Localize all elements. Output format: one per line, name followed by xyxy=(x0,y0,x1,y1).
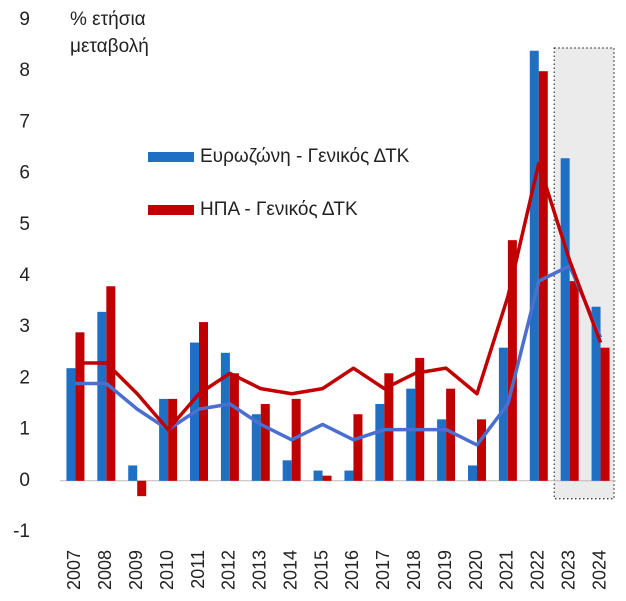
bar xyxy=(75,332,85,481)
bar xyxy=(591,306,601,481)
bar xyxy=(322,475,332,481)
x-tick-label: 2023 xyxy=(558,550,578,590)
bar xyxy=(384,373,394,481)
x-tick-label: 2021 xyxy=(497,550,517,590)
x-tick-label: 2020 xyxy=(466,550,486,590)
x-tick-label: 2017 xyxy=(373,550,393,590)
bar xyxy=(251,414,261,481)
bar xyxy=(260,404,270,481)
y-tick-label: 3 xyxy=(19,316,30,337)
bar xyxy=(498,347,508,481)
y-tick-label: 6 xyxy=(19,163,30,184)
legend-label: ΗΠΑ - Γενικός ΔΤΚ xyxy=(200,199,358,220)
bar xyxy=(446,388,456,481)
bar xyxy=(477,419,486,481)
line xyxy=(75,161,603,432)
bar xyxy=(128,465,138,481)
y-tick-label: 8 xyxy=(19,60,30,81)
x-tick-label: 2012 xyxy=(219,550,239,590)
bar xyxy=(560,158,570,481)
bar xyxy=(282,460,292,481)
bar xyxy=(375,404,385,481)
bar xyxy=(199,322,208,481)
x-tick-label: 2018 xyxy=(404,550,424,590)
y-tick-label: 2 xyxy=(19,367,30,388)
bar xyxy=(600,347,610,481)
bar xyxy=(406,388,416,481)
x-tick-label: 2013 xyxy=(250,550,270,590)
x-tick-label: 2024 xyxy=(589,550,609,590)
bar xyxy=(353,414,363,481)
bar xyxy=(97,311,107,481)
bar xyxy=(220,352,230,481)
bar xyxy=(291,398,301,481)
bar xyxy=(106,286,116,481)
bar xyxy=(529,50,539,481)
y-axis-label: % ετήσια xyxy=(70,9,146,30)
bar xyxy=(415,357,425,481)
bar xyxy=(468,465,477,481)
y-axis-label: μεταβολή xyxy=(70,36,149,57)
legend-label: Ευρωζώνη - Γενικός ΔΤΚ xyxy=(200,146,410,167)
bar xyxy=(507,240,517,481)
y-tick-label: 5 xyxy=(19,214,30,235)
y-tick-label: 0 xyxy=(19,470,30,491)
bar xyxy=(437,419,447,481)
line xyxy=(75,264,603,447)
bar xyxy=(168,398,178,481)
x-tick-label: 2008 xyxy=(95,550,115,590)
y-tick-label: -1 xyxy=(13,521,30,542)
bar xyxy=(229,373,239,481)
legend-swatch xyxy=(148,205,194,215)
bar xyxy=(538,71,548,481)
bar xyxy=(344,470,354,481)
x-tick-label: 2010 xyxy=(157,550,177,590)
legend-swatch xyxy=(148,152,194,162)
bar xyxy=(66,368,76,481)
x-tick-label: 2022 xyxy=(528,550,548,590)
x-tick-label: 2011 xyxy=(188,550,208,589)
x-tick-label: 2014 xyxy=(280,550,300,590)
y-tick-label: 4 xyxy=(19,265,30,286)
x-tick-label: 2009 xyxy=(126,550,146,590)
bar xyxy=(313,470,323,481)
y-tick-label: 7 xyxy=(19,111,30,132)
bar xyxy=(137,480,147,497)
x-tick-label: 2016 xyxy=(342,550,362,590)
x-tick-label: 2007 xyxy=(64,550,84,590)
y-tick-label: 1 xyxy=(19,419,30,440)
x-tick-label: 2019 xyxy=(435,550,455,590)
y-tick-label: 9 xyxy=(19,9,30,30)
x-tick-label: 2015 xyxy=(311,550,331,590)
bar xyxy=(159,398,169,481)
bar xyxy=(569,281,579,481)
